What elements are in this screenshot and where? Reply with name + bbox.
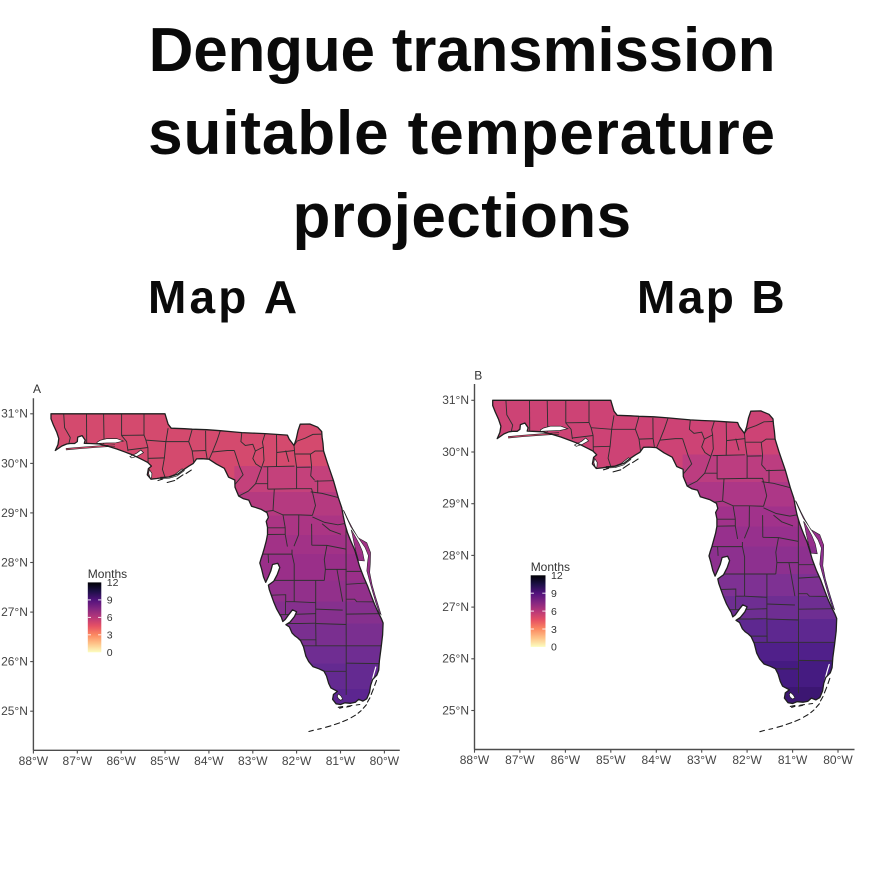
svg-text:82°W: 82°W (282, 754, 312, 768)
svg-text:26°N: 26°N (442, 652, 469, 666)
svg-text:25°N: 25°N (1, 704, 28, 718)
svg-text:82°W: 82°W (732, 753, 762, 767)
svg-text:84°W: 84°W (642, 753, 672, 767)
svg-text:86°W: 86°W (551, 753, 581, 767)
svg-text:A: A (33, 382, 41, 396)
svg-text:86°W: 86°W (106, 754, 136, 768)
svg-text:6: 6 (551, 606, 557, 618)
svg-text:6: 6 (107, 612, 113, 624)
svg-text:88°W: 88°W (460, 753, 490, 767)
svg-text:84°W: 84°W (194, 754, 224, 768)
svg-text:3: 3 (107, 630, 113, 642)
svg-text:26°N: 26°N (1, 655, 28, 669)
svg-text:87°W: 87°W (505, 753, 535, 767)
svg-text:31°N: 31°N (1, 407, 28, 421)
svg-text:9: 9 (551, 588, 557, 600)
svg-text:29°N: 29°N (1, 506, 28, 520)
svg-text:83°W: 83°W (238, 754, 268, 768)
svg-text:87°W: 87°W (63, 754, 93, 768)
svg-text:Months: Months (88, 567, 127, 581)
svg-text:Months: Months (531, 560, 570, 574)
svg-text:30°N: 30°N (1, 456, 28, 470)
svg-text:80°W: 80°W (370, 754, 400, 768)
svg-text:85°W: 85°W (150, 754, 180, 768)
svg-text:29°N: 29°N (442, 497, 469, 511)
svg-text:3: 3 (551, 624, 557, 636)
svg-text:88°W: 88°W (19, 754, 49, 768)
svg-text:80°W: 80°W (823, 753, 853, 767)
svg-text:0: 0 (107, 647, 113, 659)
svg-text:12: 12 (551, 570, 563, 582)
svg-text:27°N: 27°N (1, 605, 28, 619)
svg-text:30°N: 30°N (442, 445, 469, 459)
svg-text:81°W: 81°W (326, 754, 356, 768)
svg-text:27°N: 27°N (442, 600, 469, 614)
svg-text:83°W: 83°W (687, 753, 717, 767)
svg-text:28°N: 28°N (442, 548, 469, 562)
svg-text:31°N: 31°N (442, 393, 469, 407)
svg-text:9: 9 (107, 595, 113, 607)
svg-text:28°N: 28°N (1, 555, 28, 569)
svg-text:0: 0 (551, 642, 557, 654)
svg-text:81°W: 81°W (778, 753, 808, 767)
svg-text:12: 12 (107, 577, 119, 589)
svg-text:B: B (474, 369, 482, 383)
svg-text:25°N: 25°N (442, 703, 469, 717)
svg-text:85°W: 85°W (596, 753, 626, 767)
